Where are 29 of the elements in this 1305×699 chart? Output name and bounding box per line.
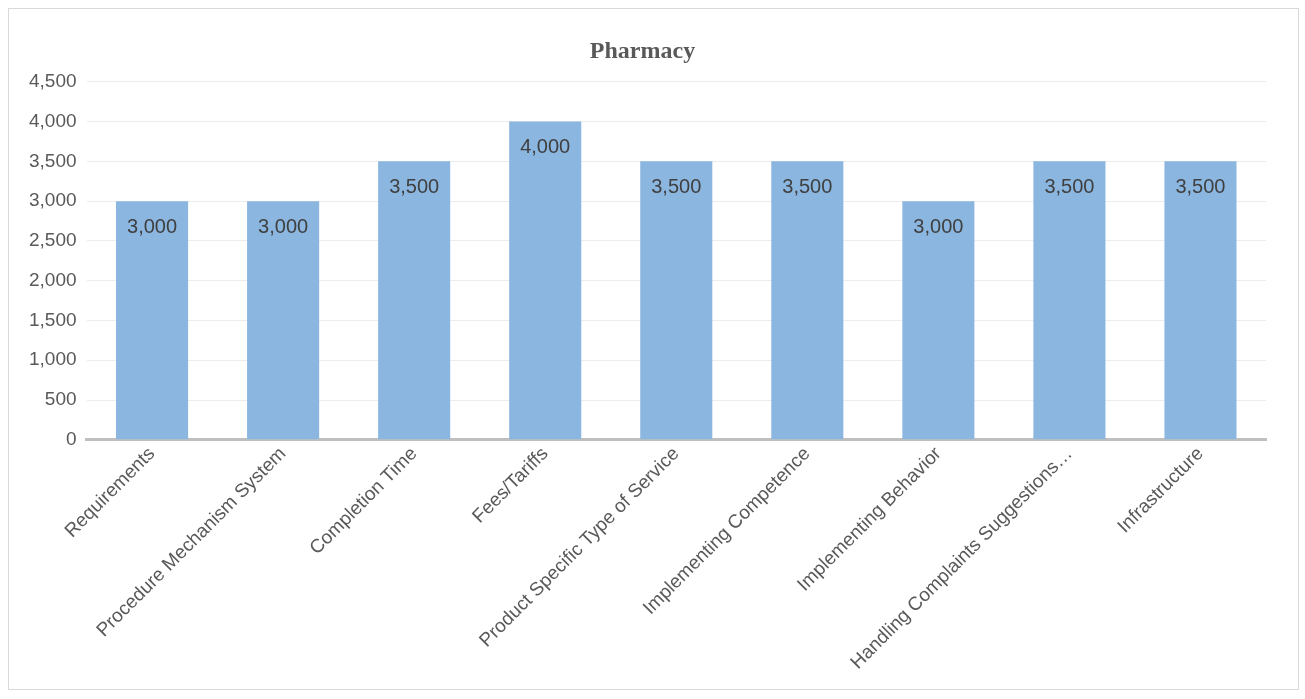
data-label: 3,500 [782, 174, 833, 197]
data-label: 3,000 [913, 214, 964, 237]
data-label: 3,000 [127, 214, 178, 237]
data-label: 3,500 [389, 174, 440, 197]
bar [771, 161, 844, 440]
chart-title: Pharmacy [589, 36, 696, 63]
bar [378, 161, 451, 440]
y-tick-label: 4,500 [29, 70, 77, 92]
data-label: 4,000 [520, 135, 571, 158]
bar [1164, 161, 1237, 440]
y-tick-label: 3,500 [29, 149, 77, 171]
data-label: 3,500 [651, 174, 702, 197]
bar [1033, 161, 1106, 440]
y-tick-label: 3,000 [29, 189, 77, 211]
data-label: 3,500 [1044, 174, 1095, 197]
y-tick-label: 4,000 [29, 109, 77, 131]
y-tick-label: 1,500 [29, 308, 77, 330]
data-label: 3,500 [1175, 174, 1226, 197]
y-tick-label: 2,500 [29, 229, 77, 251]
y-tick-label: 1,000 [29, 348, 77, 370]
bar [116, 201, 189, 440]
y-tick-label: 2,000 [29, 268, 77, 290]
bar [247, 201, 320, 440]
bar [902, 201, 975, 440]
data-label: 3,000 [258, 214, 309, 237]
bar [640, 161, 713, 440]
y-tick-label: 500 [44, 388, 77, 410]
bar [509, 121, 582, 440]
y-tick-label: 0 [65, 428, 77, 450]
